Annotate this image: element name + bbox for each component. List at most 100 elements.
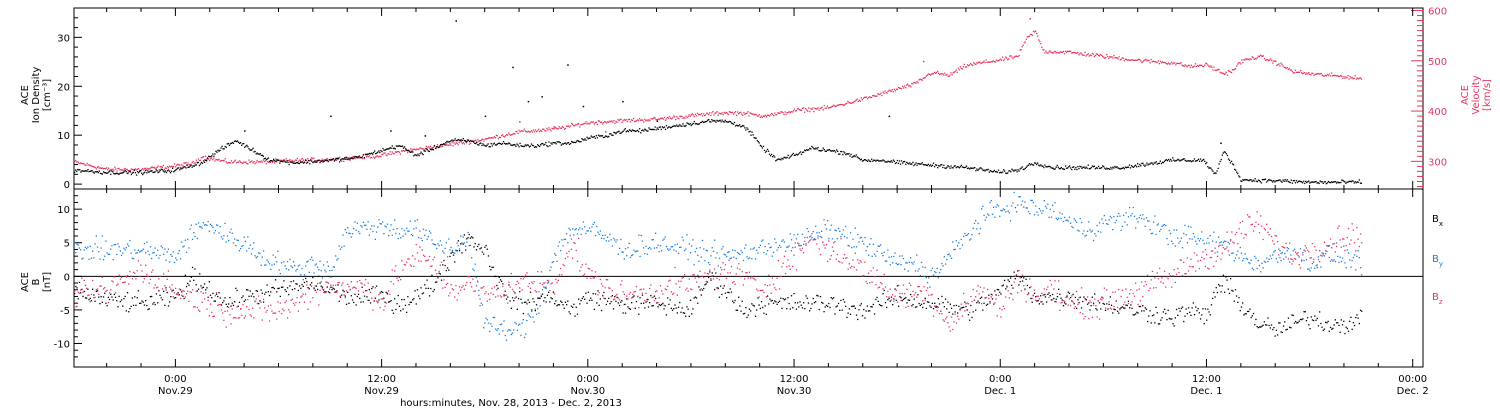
data-point-red xyxy=(1084,51,1086,54)
data-point-By xyxy=(949,255,951,257)
data-point-By xyxy=(436,247,438,250)
data-point-red xyxy=(1157,60,1159,62)
data-point-red xyxy=(1262,55,1265,57)
data-point-Bx xyxy=(297,289,299,292)
data-point-By xyxy=(628,242,630,244)
data-point-black xyxy=(374,150,376,152)
data-point-By xyxy=(1290,254,1292,256)
data-point-red xyxy=(454,143,456,145)
data-point-By xyxy=(1041,212,1043,214)
x-tick-time-label: 12:00 xyxy=(367,374,396,385)
data-point-By xyxy=(483,327,485,329)
data-point-By xyxy=(1161,225,1163,227)
data-point-black xyxy=(319,161,321,164)
data-point-Bx xyxy=(440,279,443,281)
data-point-black xyxy=(121,172,123,174)
data-point-black xyxy=(1143,164,1145,166)
data-point-By xyxy=(1049,208,1051,210)
data-point-By xyxy=(291,266,293,269)
data-point-By xyxy=(248,247,250,249)
data-point-red xyxy=(1101,54,1103,56)
data-point-red xyxy=(354,158,356,160)
data-point-By xyxy=(83,249,85,251)
data-point-black xyxy=(1052,167,1054,169)
data-point-red xyxy=(1186,66,1188,68)
data-point-black xyxy=(507,143,509,145)
data-point-By xyxy=(639,255,641,258)
data-point-red xyxy=(656,119,658,121)
data-point-Bx xyxy=(1305,320,1308,322)
data-point-Bx xyxy=(232,304,235,306)
data-point-Bx xyxy=(148,308,150,310)
data-point-red xyxy=(135,169,138,171)
data-point-Bx xyxy=(976,302,978,304)
data-point-red xyxy=(1318,73,1320,75)
data-point-By xyxy=(1218,236,1220,238)
data-point-Bx xyxy=(1313,319,1315,322)
data-point-black xyxy=(89,170,91,172)
data-point-black xyxy=(129,171,131,173)
data-point-black xyxy=(200,161,203,164)
data-point-By xyxy=(569,229,571,231)
data-point-Bx xyxy=(516,308,518,310)
data-point-red xyxy=(214,160,216,162)
data-point-black xyxy=(179,169,181,171)
data-point-By xyxy=(262,250,265,252)
data-point-By xyxy=(751,258,753,260)
data-point-By xyxy=(96,246,99,248)
data-point-Bx xyxy=(1226,279,1228,281)
data-point-red xyxy=(1234,68,1236,70)
data-point-Bx xyxy=(861,315,864,317)
data-point-red xyxy=(371,156,373,159)
data-point-red xyxy=(622,120,624,122)
data-point-Bx xyxy=(1303,311,1305,313)
data-point-red xyxy=(464,141,467,143)
data-point-Bx xyxy=(558,304,561,306)
data-point-red xyxy=(1331,75,1334,77)
data-point-Bx xyxy=(401,299,403,301)
data-point-Bx xyxy=(1070,296,1072,299)
data-point-red xyxy=(572,123,574,125)
data-point-red xyxy=(365,156,368,158)
data-point-red xyxy=(90,165,92,167)
data-point-red xyxy=(218,158,220,160)
data-point-By xyxy=(1089,229,1091,231)
data-point-red xyxy=(1224,73,1226,75)
data-point-Bx xyxy=(965,305,967,308)
data-point-Bx xyxy=(586,302,588,304)
data-point-black xyxy=(302,162,305,164)
data-point-Bx xyxy=(147,308,149,311)
data-point-black xyxy=(1149,163,1151,165)
data-point-By xyxy=(331,269,333,271)
data-point-red xyxy=(221,159,223,162)
data-point-Bx xyxy=(315,285,318,287)
data-point-red xyxy=(1180,62,1182,64)
data-point-red xyxy=(1030,34,1033,36)
data-point-By xyxy=(896,263,899,266)
data-point-Bx xyxy=(450,252,452,254)
data-point-black xyxy=(202,160,205,162)
data-point-black xyxy=(230,142,232,144)
data-point-Bx xyxy=(479,248,481,250)
data-point-black xyxy=(147,170,149,172)
data-point-red xyxy=(679,115,681,117)
data-point-Bx xyxy=(670,307,672,309)
data-point-By xyxy=(1166,238,1168,240)
data-point-red xyxy=(228,162,230,164)
data-point-Bx xyxy=(1245,313,1247,315)
data-point-By xyxy=(486,319,488,321)
data-point-By xyxy=(1048,216,1050,218)
data-point-black xyxy=(648,127,650,129)
data-point-Bx xyxy=(1025,278,1027,280)
data-point-black xyxy=(1131,166,1134,168)
data-point-Bx xyxy=(1316,317,1318,320)
data-point-By xyxy=(1287,248,1290,250)
data-point-red xyxy=(970,62,972,65)
data-point-red xyxy=(1113,55,1115,57)
data-point-red xyxy=(460,141,462,143)
data-point-black xyxy=(1207,166,1209,168)
data-point-red xyxy=(714,112,716,114)
data-point-Bx xyxy=(142,301,144,303)
data-point-red xyxy=(468,143,471,145)
data-point-red xyxy=(538,128,540,130)
